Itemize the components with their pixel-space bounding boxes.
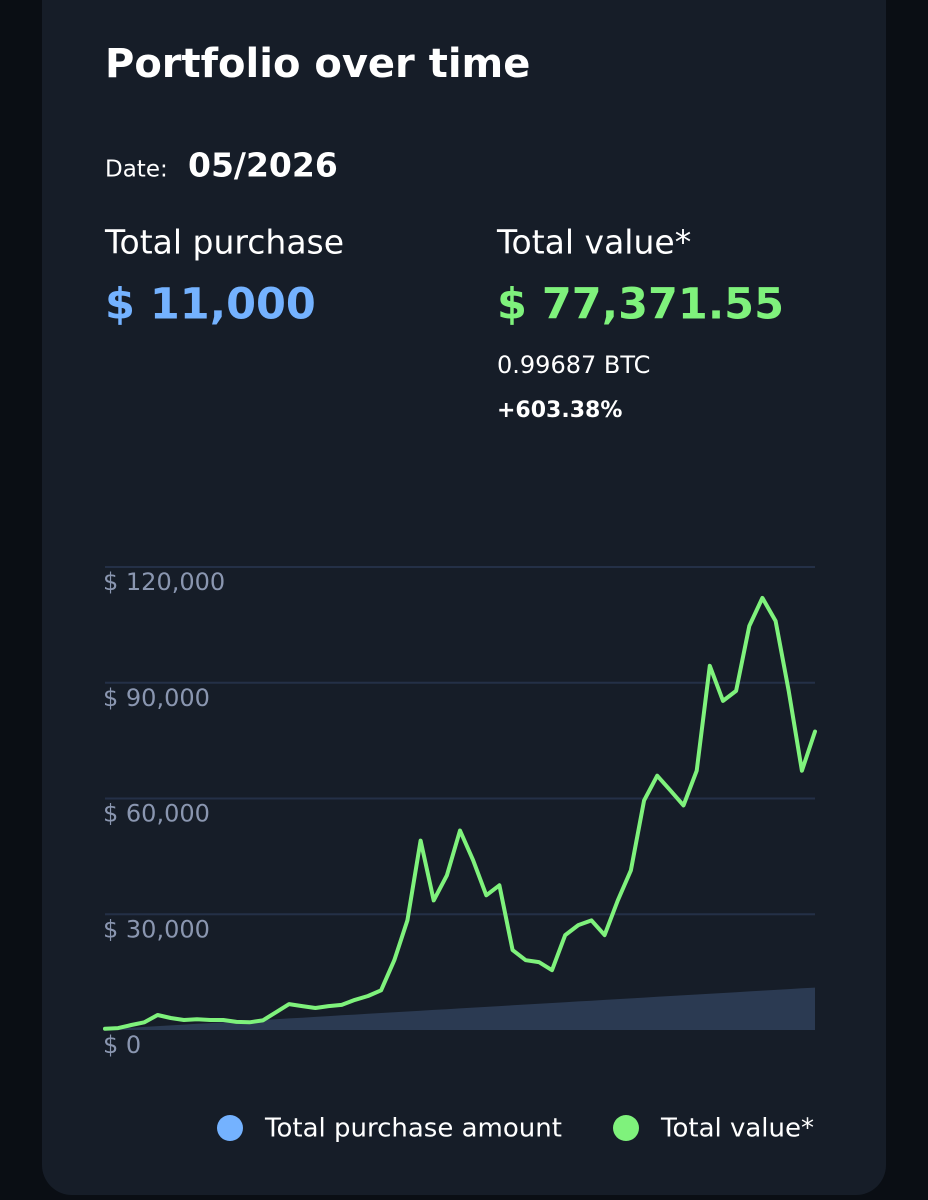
y-tick-label: $ 90,000 (103, 684, 210, 712)
legend-marker (217, 1115, 243, 1141)
date-label: Date: (105, 157, 168, 183)
y-tick-label: $ 0 (103, 1031, 141, 1059)
date: 05/2026 (188, 146, 338, 185)
purchase-area (105, 987, 815, 1030)
purchase-value: $ 11,000 (105, 280, 316, 330)
y-tick-label: $ 120,000 (103, 568, 225, 596)
y-tick-label: $ 60,000 (103, 800, 210, 828)
legend-marker (613, 1115, 639, 1141)
y-tick-label: $ 30,000 (103, 915, 210, 943)
title: Portfolio over time (105, 41, 530, 87)
value-label: Total value* (496, 223, 691, 262)
change-percent: +603.38% (497, 398, 622, 423)
btc-amount: 0.99687 BTC (497, 351, 650, 379)
value-value: $ 77,371.55 (497, 280, 784, 330)
legend-label: Total value* (660, 1114, 814, 1144)
value-line (103, 595, 817, 1031)
legend-label: Total purchase amount (264, 1114, 562, 1144)
card (42, 0, 886, 1195)
purchase-label: Total purchase (104, 223, 344, 262)
